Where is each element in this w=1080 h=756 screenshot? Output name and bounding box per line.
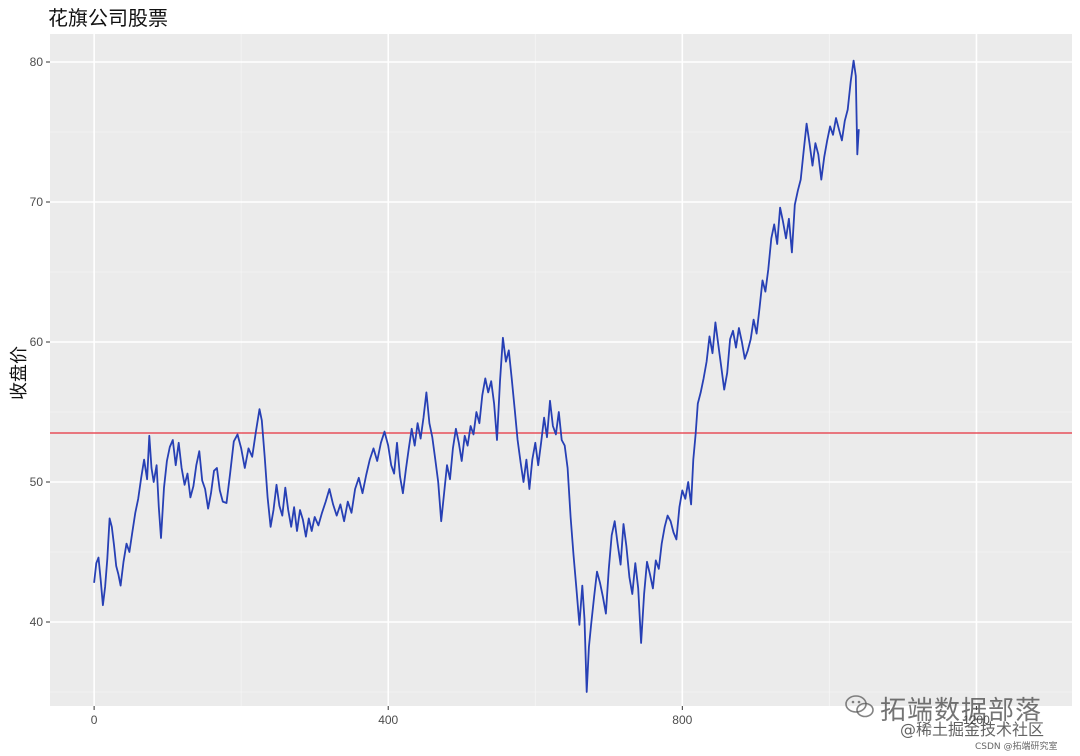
chart-title: 花旗公司股票	[48, 6, 168, 30]
major-gridlines	[50, 34, 1072, 706]
watermark-main: 拓端数据部落	[880, 696, 1043, 726]
minor-gridlines	[50, 34, 1072, 706]
watermark-sub: @稀土掘金技术社区	[900, 720, 1045, 739]
x-axis: 0 400 800 1200	[91, 706, 990, 727]
x-tick-label: 400	[378, 713, 398, 727]
x-tick-label: 1200	[963, 713, 990, 727]
watermark-csdn: CSDN @拓端研究室	[975, 742, 1058, 752]
closing-price-line	[93, 59, 860, 693]
plot-panel	[50, 34, 1072, 706]
x-tick-label: 0	[91, 713, 98, 727]
y-tick-label: 60	[30, 335, 44, 349]
y-tick-label: 70	[30, 195, 44, 209]
y-tick-label: 50	[30, 475, 44, 489]
series-group	[93, 59, 860, 693]
wechat-icon	[845, 695, 874, 718]
y-axis: 40 50 60 70 80	[30, 55, 50, 629]
y-tick-label: 40	[30, 615, 44, 629]
y-tick-label: 80	[30, 55, 44, 69]
x-tick-label: 800	[672, 713, 692, 727]
